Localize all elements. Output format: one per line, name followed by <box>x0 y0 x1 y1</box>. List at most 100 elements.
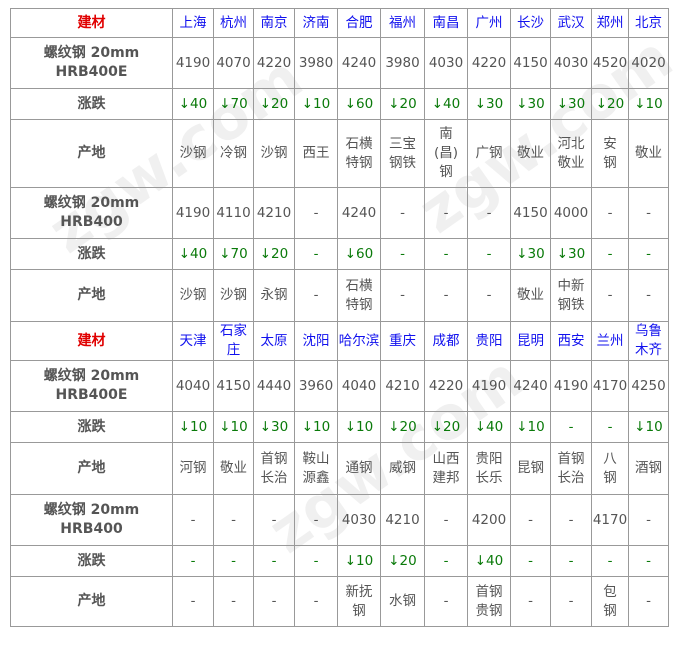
price-cell: - <box>253 494 295 546</box>
origin-cell: 敬业 <box>510 269 551 322</box>
origin-cell: - <box>380 269 425 322</box>
price-cell: - <box>424 187 468 239</box>
city-header: 西安 <box>550 321 592 361</box>
origin-cell: 沙钢 <box>172 119 214 188</box>
change-cell: - <box>424 545 468 577</box>
change-cell: ↓20 <box>591 88 629 120</box>
price-cell: 4240 <box>510 360 551 412</box>
change-cell: ↓70 <box>213 88 254 120</box>
origin-cell: 新抚钢 <box>337 576 381 627</box>
price-cell: 3980 <box>294 37 338 89</box>
change-cell: - <box>424 238 468 270</box>
price-cell: 4110 <box>213 187 254 239</box>
change-cell: ↓40 <box>467 411 511 443</box>
change-cell: ↓60 <box>337 88 381 120</box>
price-cell: - <box>424 494 468 546</box>
city-header: 济南 <box>294 8 338 38</box>
price-row: 螺纹钢 20mm HRB400E 4040 4150 4440 3960 4040 4210… <box>10 360 669 412</box>
origin-cell: - <box>467 269 511 322</box>
origin-cell: 沙钢 <box>253 119 295 188</box>
origin-cell: 鞍山源鑫 <box>294 442 338 495</box>
origin-cell: - <box>628 269 669 322</box>
change-cell: ↓30 <box>550 88 592 120</box>
price-cell: 4210 <box>380 360 425 412</box>
price-cell: 4210 <box>253 187 295 239</box>
price-cell: - <box>467 187 511 239</box>
origin-cell: - <box>591 269 629 322</box>
change-cell: ↓10 <box>294 88 338 120</box>
price-cell: 4200 <box>467 494 511 546</box>
price-cell: 3960 <box>294 360 338 412</box>
price-row: 螺纹钢 20mm HRB400E 4190 4070 4220 3980 4240 3980… <box>10 37 669 89</box>
origin-cell: 冷钢 <box>213 119 254 188</box>
change-cell: ↓40 <box>172 88 214 120</box>
price-cell: 4150 <box>510 187 551 239</box>
steel-price-table: 建材 上海 杭州 南京 济南 合肥 福州 南昌 广州 长沙 武汉 郑州 北京 螺纹钢 20mm HRB40… <box>10 8 669 627</box>
change-cell: - <box>467 238 511 270</box>
price-cell: - <box>172 494 214 546</box>
origin-cell: 酒钢 <box>628 442 669 495</box>
change-cell: - <box>628 545 669 577</box>
price-cell: 4520 <box>591 37 629 89</box>
change-cell: ↓40 <box>467 545 511 577</box>
change-cell: ↓30 <box>550 238 592 270</box>
origin-cell: 三宝钢铁 <box>380 119 425 188</box>
origin-cell: - <box>628 576 669 627</box>
change-cell: - <box>591 238 629 270</box>
change-cell: ↓10 <box>628 88 669 120</box>
origin-cell: - <box>510 576 551 627</box>
price-cell: 4040 <box>172 360 214 412</box>
price-cell: - <box>628 187 669 239</box>
origin-cell: 水钢 <box>380 576 425 627</box>
origin-cell: 河北敬业 <box>550 119 592 188</box>
origin-cell: 永钢 <box>253 269 295 322</box>
change-cell: - <box>172 545 214 577</box>
city-header: 武汉 <box>550 8 592 38</box>
origin-cell: 安钢 <box>591 119 629 188</box>
change-cell: ↓20 <box>253 88 295 120</box>
origin-cell: 沙钢 <box>172 269 214 322</box>
row-label: 螺纹钢 20mm HRB400E <box>10 37 173 89</box>
origin-cell: - <box>424 576 468 627</box>
row-label: 涨跌 <box>10 88 173 120</box>
change-cell: - <box>253 545 295 577</box>
origin-cell: 中新钢铁 <box>550 269 592 322</box>
price-cell: 4170 <box>591 494 629 546</box>
origin-cell: 昆钢 <box>510 442 551 495</box>
change-cell: ↓30 <box>510 238 551 270</box>
price-row: 螺纹钢 20mm HRB400- - - -4030 4210-4200- -4170- <box>10 494 669 546</box>
change-cell: ↓60 <box>337 238 381 270</box>
change-cell: ↓10 <box>172 411 214 443</box>
row-label: 涨跌 <box>10 545 173 577</box>
origin-cell: - <box>172 576 214 627</box>
city-header: 乌鲁木齐 <box>628 321 669 361</box>
origin-cell: 沙钢 <box>213 269 254 322</box>
change-cell: - <box>628 238 669 270</box>
change-cell: ↓40 <box>172 238 214 270</box>
change-row: 涨跌 ↓10 ↓10 ↓30 ↓10 ↓10 ↓20 ↓20 ↓40 ↓10- - ↓10 <box>10 411 669 443</box>
change-cell: ↓10 <box>628 411 669 443</box>
origin-cell: - <box>253 576 295 627</box>
change-row: 涨跌 ↓40 ↓70 ↓20- ↓60- - - ↓30 ↓30- - <box>10 238 669 270</box>
price-cell: 4040 <box>337 360 381 412</box>
row-label: 螺纹钢 20mm HRB400 <box>10 187 173 239</box>
price-cell: 4070 <box>213 37 254 89</box>
origin-cell: - <box>550 576 592 627</box>
row-label: 螺纹钢 20mm HRB400 <box>10 494 173 546</box>
origin-cell: 敬业 <box>628 119 669 188</box>
price-cell: 4150 <box>510 37 551 89</box>
change-cell: - <box>294 238 338 270</box>
change-cell: - <box>591 411 629 443</box>
origin-cell: 西王 <box>294 119 338 188</box>
material-label: 建材 <box>10 321 173 361</box>
origin-cell: - <box>213 576 254 627</box>
city-header: 郑州 <box>591 8 629 38</box>
change-cell: ↓10 <box>337 411 381 443</box>
city-header: 长沙 <box>510 8 551 38</box>
row-label: 涨跌 <box>10 238 173 270</box>
change-cell: ↓10 <box>294 411 338 443</box>
price-cell: 4440 <box>253 360 295 412</box>
change-cell: ↓10 <box>213 411 254 443</box>
origin-cell: 首钢贵钢 <box>467 576 511 627</box>
change-row: 涨跌 - - - - ↓10 ↓20- ↓40- - - - <box>10 545 669 577</box>
